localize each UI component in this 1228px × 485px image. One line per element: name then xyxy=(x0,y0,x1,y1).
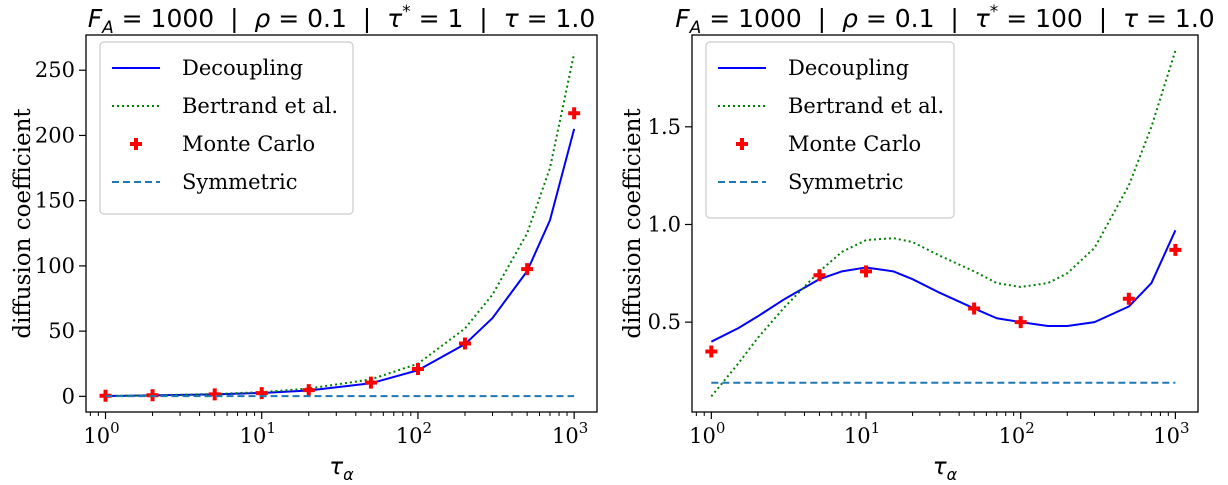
y-tick-label: 100 xyxy=(35,254,75,278)
y-tick-label: 150 xyxy=(35,189,75,213)
marker-monte-carlo xyxy=(302,384,315,397)
y-tick-label: 200 xyxy=(35,123,75,147)
marker-monte-carlo xyxy=(813,269,826,282)
legend-label-decoupling: Decoupling xyxy=(182,56,303,80)
marker-monte-carlo xyxy=(411,362,424,375)
legend-handle-monte-carlo xyxy=(130,138,142,150)
x-tick-label: 100 xyxy=(689,419,725,448)
plot-area xyxy=(99,53,581,402)
y-tick-label: 0 xyxy=(62,384,75,408)
x-axis-label: τα xyxy=(933,454,958,484)
marker-monte-carlo xyxy=(364,376,377,389)
chart-title: FA = 1000 | ρ = 0.1 | τ* = 100 | τ = 1.0 xyxy=(675,2,1214,38)
marker-monte-carlo xyxy=(208,388,221,401)
x-tick-label: 100 xyxy=(83,419,119,448)
x-tick-label: 103 xyxy=(1153,419,1189,448)
marker-monte-carlo xyxy=(705,345,718,358)
y-tick-label: 250 xyxy=(35,58,75,82)
y-tick-label: 50 xyxy=(48,319,75,343)
legend: Decoupling Bertrand et al. Monte Carlo Symm… xyxy=(99,41,354,215)
legend-label-bertrand-et-al: Bertrand et al. xyxy=(788,94,944,118)
chart-title: FA = 1000 | ρ = 0.1 | τ* = 1 | τ = 1.0 xyxy=(88,2,596,38)
chart-panel-2: FA = 1000 | ρ = 0.1 | τ* = 100 | τ = 1.0… xyxy=(620,2,1215,484)
y-axis-label: diffusion coefficient xyxy=(10,108,36,339)
marker-monte-carlo xyxy=(568,107,581,120)
marker-monte-carlo xyxy=(521,263,534,276)
x-tick-label: 102 xyxy=(999,419,1035,448)
x-tick-label: 101 xyxy=(844,419,880,448)
x-axis-label: τα xyxy=(329,454,354,484)
marker-monte-carlo xyxy=(1014,316,1027,329)
plot-area xyxy=(705,50,1182,398)
plot-frame xyxy=(691,34,1199,413)
marker-monte-carlo xyxy=(458,337,471,350)
y-tick-label: 0.5 xyxy=(648,310,681,334)
legend-label-symmetric: Symmetric xyxy=(788,170,903,194)
legend-label-monte-carlo: Monte Carlo xyxy=(788,132,921,156)
marker-monte-carlo xyxy=(1122,292,1135,305)
marker-monte-carlo xyxy=(968,302,981,315)
x-tick-label: 101 xyxy=(240,419,276,448)
x-minor-ticks xyxy=(695,412,1169,416)
series-line-bertrand-et-al xyxy=(710,50,1177,398)
marker-monte-carlo xyxy=(1169,243,1182,256)
y-tick-label: 1.0 xyxy=(648,212,681,236)
legend-label-monte-carlo: Monte Carlo xyxy=(182,132,315,156)
y-tick-label: 1.5 xyxy=(648,115,681,139)
legend-box xyxy=(705,41,955,219)
series-line-decoupling xyxy=(710,229,1177,343)
series-line-decoupling xyxy=(105,128,576,397)
x-tick-label: 102 xyxy=(396,419,432,448)
x-tick-label: 103 xyxy=(552,419,588,448)
legend-box xyxy=(99,41,354,215)
legend-label-bertrand-et-al: Bertrand et al. xyxy=(182,94,338,118)
y-axis-label: diffusion coefficient xyxy=(620,108,646,339)
legend-handle-monte-carlo xyxy=(736,138,748,150)
marker-monte-carlo xyxy=(255,387,268,400)
x-minor-ticks xyxy=(89,412,568,416)
legend-label-symmetric: Symmetric xyxy=(182,170,297,194)
series-line-bertrand-et-al xyxy=(105,53,576,397)
legend-label-decoupling: Decoupling xyxy=(788,56,909,80)
marker-monte-carlo xyxy=(860,265,873,278)
legend: Decoupling Bertrand et al. Monte Carlo Symm… xyxy=(705,41,955,219)
plot-frame xyxy=(85,34,598,413)
chart-panel-1: FA = 1000 | ρ = 0.1 | τ* = 1 | τ = 1.0 10… xyxy=(10,2,598,484)
